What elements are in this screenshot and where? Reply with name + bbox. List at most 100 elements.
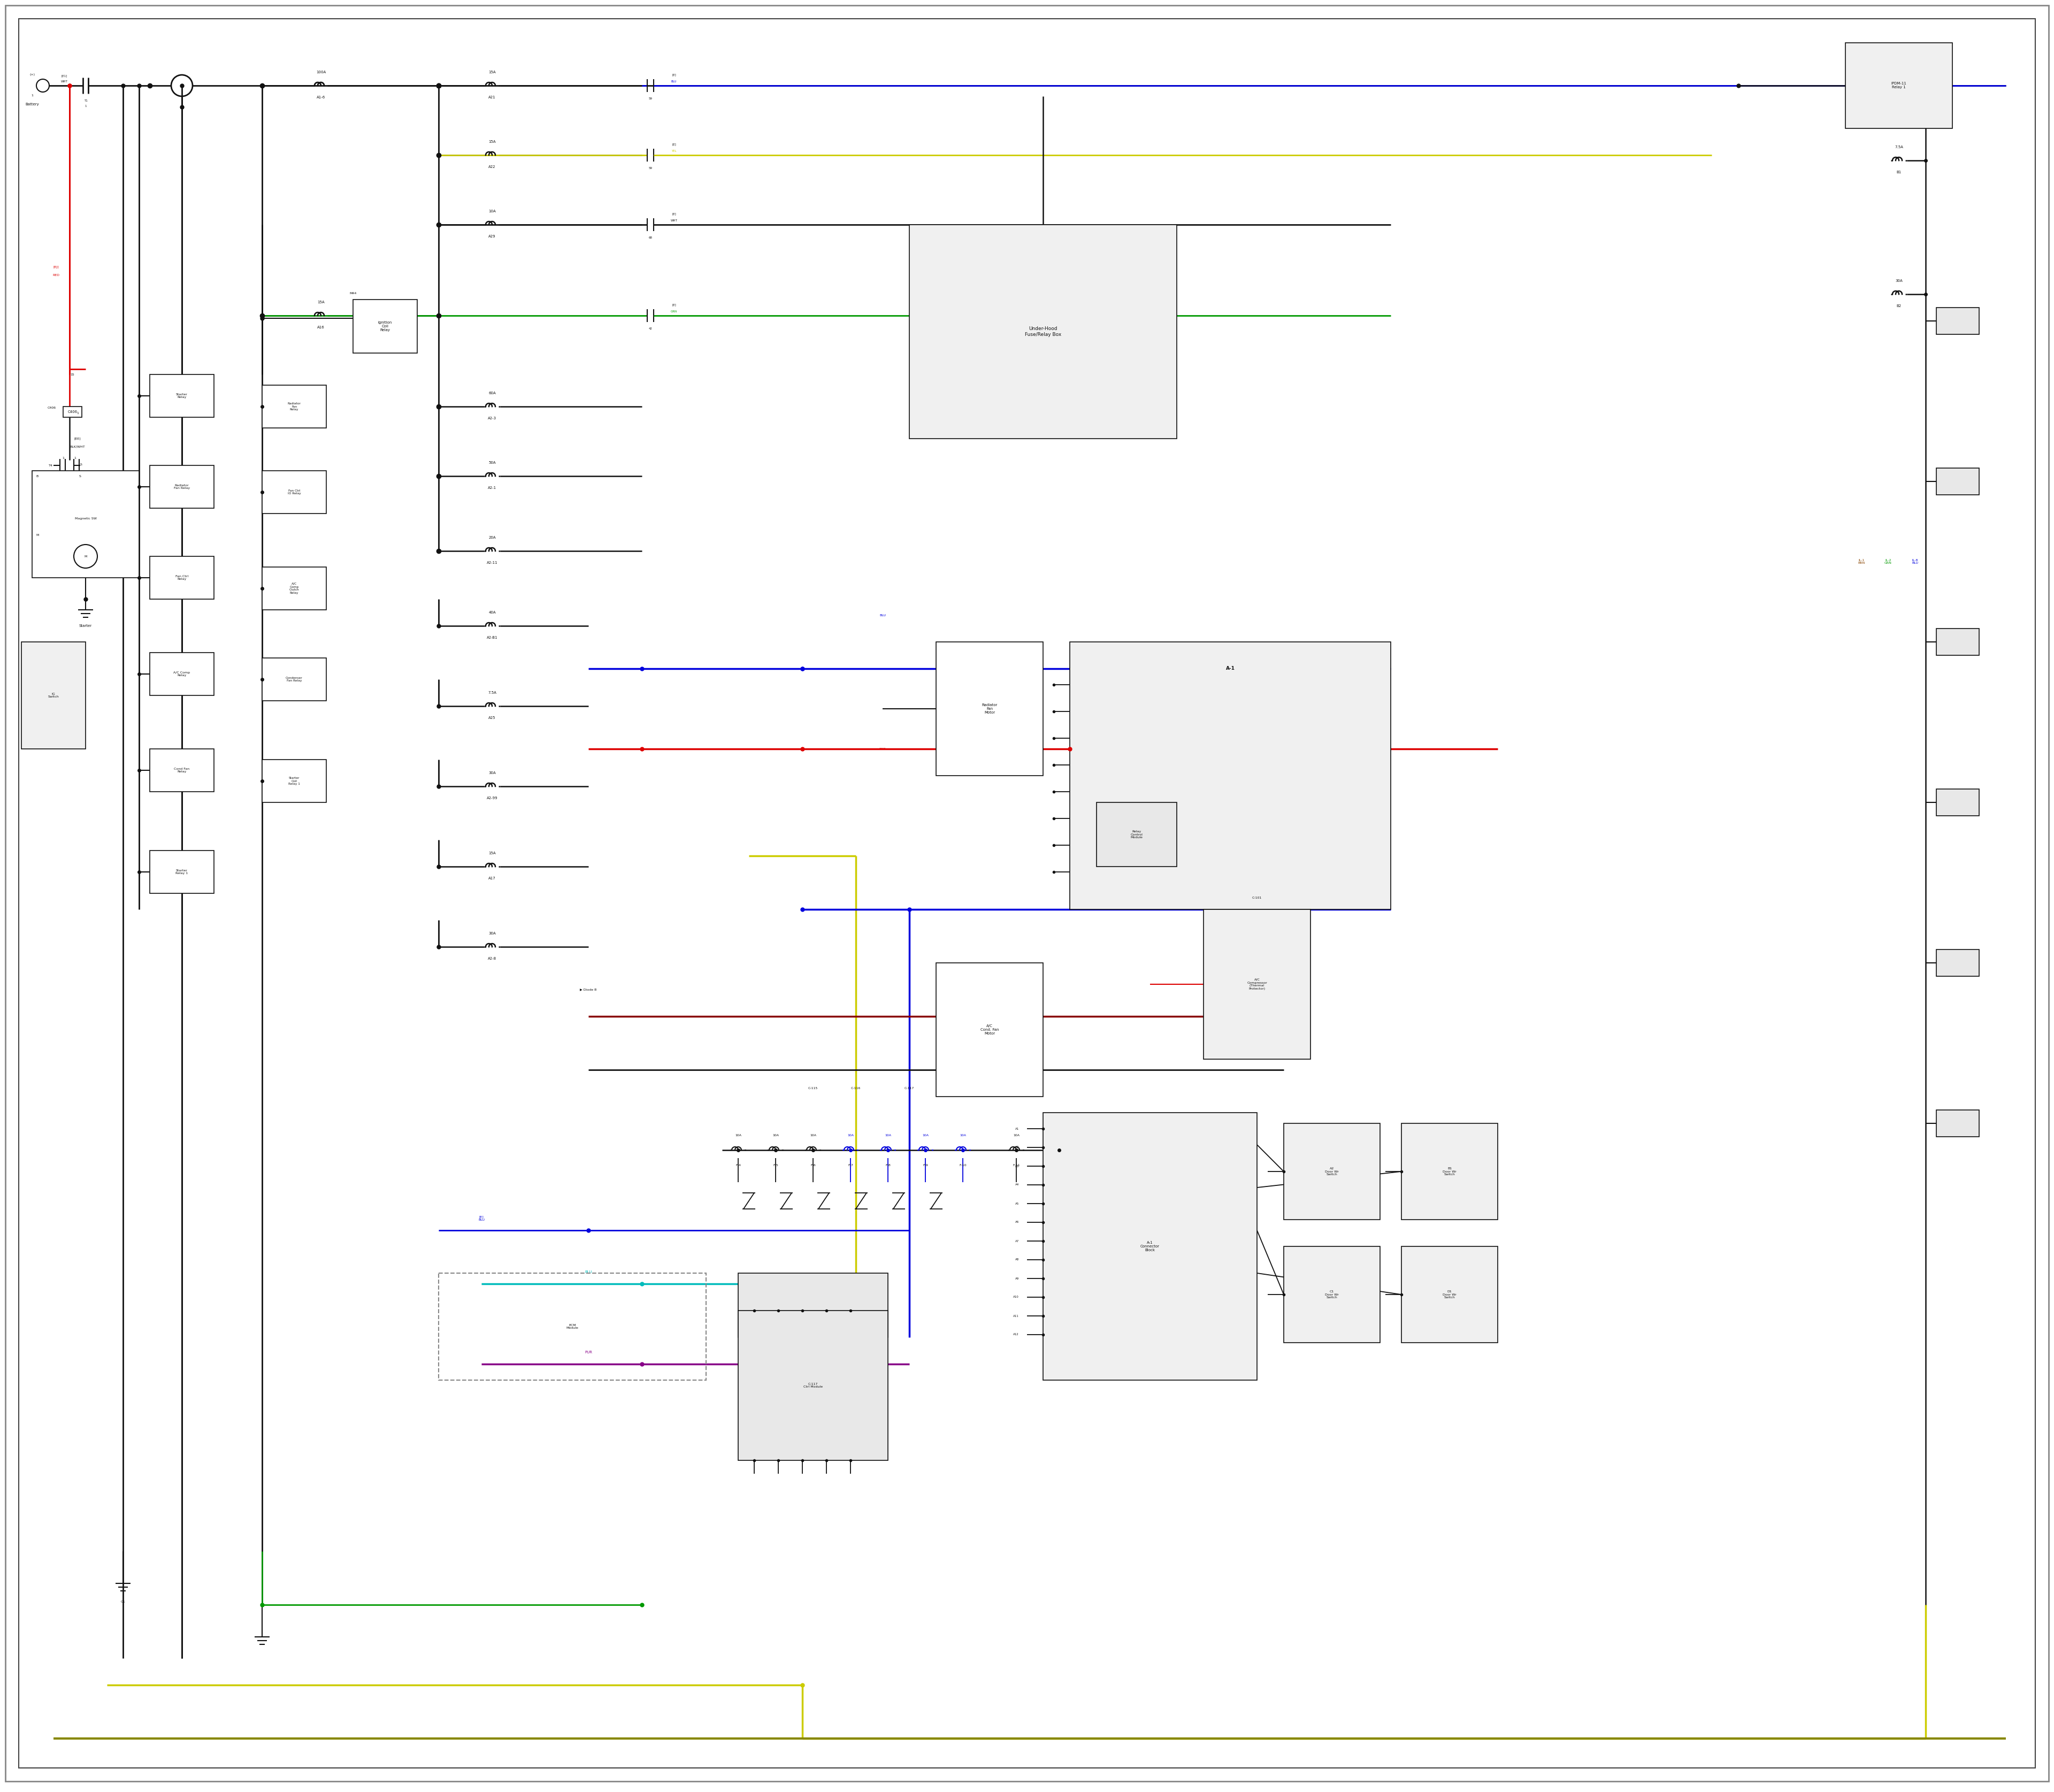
Text: Condenser
Fan Relay: Condenser Fan Relay [286,676,302,683]
Text: 10A: 10A [809,1134,815,1136]
Text: B1: B1 [1896,170,1902,174]
Text: F-5: F-5 [772,1163,778,1167]
Text: [EJ]: [EJ] [53,267,60,269]
Bar [1937,468,1980,495]
Bar [150,851,214,894]
Text: F-9: F-9 [922,1163,928,1167]
Text: 15A: 15A [316,301,325,305]
Text: RED: RED [53,274,60,276]
Bar [1284,1247,1380,1342]
Text: 42: 42 [649,328,653,330]
Text: B: B [37,475,39,477]
Text: F-12: F-12 [1056,1163,1062,1167]
Text: YEL: YEL [672,149,676,152]
Text: A/C
Compressor
(Thermal
Protector): A/C Compressor (Thermal Protector) [1247,978,1267,991]
Text: F-4: F-4 [735,1163,741,1167]
Text: Magnetic SW: Magnetic SW [74,518,97,520]
Text: T1: T1 [84,99,88,102]
Text: A12: A12 [1013,1333,1019,1337]
Bar [21,642,86,749]
Text: Radiator
Fan Relay: Radiator Fan Relay [175,484,189,489]
Text: A3: A3 [1015,1165,1019,1167]
Text: A8: A8 [1015,1258,1019,1262]
Text: A6: A6 [1015,1220,1019,1224]
Text: B2: B2 [1896,305,1902,308]
Text: Ignition
Coil
Relay: Ignition Coil Relay [378,321,392,332]
Text: BLU: BLU [672,81,676,82]
Text: A10: A10 [1013,1296,1019,1299]
Text: D1
Door Wr
Switch: D1 Door Wr Switch [1442,1290,1456,1299]
Bar [737,1272,887,1337]
Text: BLU: BLU [585,1271,592,1274]
Text: [E]: [E] [672,303,676,306]
Text: 1: 1 [31,93,33,97]
Text: IPDM-11
Relay 1: IPDM-11 Relay 1 [1892,82,1906,90]
Text: [EE]: [EE] [74,437,80,441]
Text: F-10: F-10 [959,1163,967,1167]
Text: A22: A22 [489,165,495,168]
Text: [E]
BLU: [E] BLU [479,1215,485,1222]
Text: GRN: GRN [672,310,678,312]
Text: S: S [80,475,82,477]
Bar [353,299,417,353]
Text: G1: G1 [121,1600,125,1604]
Bar [910,224,1177,439]
Text: C-101: C-101 [1253,896,1261,900]
Text: Under-Hood
Fuse/Relay Box: Under-Hood Fuse/Relay Box [1025,326,1062,337]
Text: Fan Ctrl
Relay: Fan Ctrl Relay [175,575,189,581]
Text: [E]: [E] [672,213,676,215]
Text: BLU: BLU [879,615,885,616]
Text: A-1: A-1 [1226,667,1234,670]
Text: A5: A5 [1015,1202,1019,1204]
Text: 10A: 10A [1013,1134,1019,1136]
Text: 15A: 15A [489,140,495,143]
Text: C-117
Ctrl Module: C-117 Ctrl Module [803,1383,824,1389]
Text: C406: C406 [68,410,78,414]
Text: F-11: F-11 [1013,1163,1021,1167]
Text: 60A: 60A [489,392,495,394]
Text: A/C
Comp
Clutch
Relay: A/C Comp Clutch Relay [290,582,300,595]
Text: 30A: 30A [1896,280,1902,283]
Text: 7.5A: 7.5A [1894,145,1904,149]
Bar [263,566,327,609]
Bar [1937,950,1980,977]
Text: Radiator
Fan
Relay: Radiator Fan Relay [288,401,300,410]
Text: C1
Door Wr
Switch: C1 Door Wr Switch [1325,1290,1339,1299]
Text: A21: A21 [489,95,495,99]
Bar [263,760,327,803]
Text: WHT: WHT [62,81,68,82]
Bar [263,385,327,428]
Bar [263,658,327,701]
Bar [737,1310,887,1460]
Text: Starter
Relay: Starter Relay [177,392,187,400]
Bar [150,375,214,418]
Text: ▶ Diode B: ▶ Diode B [579,987,598,991]
Text: 10A: 10A [846,1134,854,1136]
Bar [150,466,214,509]
Bar [150,556,214,599]
Text: 30A: 30A [489,771,495,774]
Text: IL-1
BRN: IL-1 BRN [1859,559,1865,564]
Text: A/C
Cond. Fan
Motor: A/C Cond. Fan Motor [980,1025,998,1036]
Text: [E]: [E] [672,73,676,77]
Text: F-8: F-8 [885,1163,891,1167]
Text: A11: A11 [1013,1315,1019,1317]
Bar [1043,1113,1257,1380]
Text: A17: A17 [489,876,495,880]
Text: Battery: Battery [25,102,39,106]
Text: [E]: [E] [672,143,676,145]
Text: Cond Fan
Relay: Cond Fan Relay [175,767,189,772]
Bar [1097,803,1177,867]
Text: A2
Door Wr
Switch: A2 Door Wr Switch [1325,1167,1339,1176]
Text: 1: 1 [74,457,76,459]
Text: B1
Door Wr
Switch: B1 Door Wr Switch [1442,1167,1456,1176]
Text: ECM
Module: ECM Module [567,1324,579,1330]
Text: 10A: 10A [735,1134,741,1136]
Text: WHT: WHT [670,219,678,222]
Text: 100A: 100A [316,70,327,73]
Text: 15A: 15A [489,70,495,73]
Text: A9: A9 [1015,1278,1019,1279]
Bar [937,962,1043,1097]
Text: A2: A2 [1015,1147,1019,1149]
Text: A2-11: A2-11 [487,561,497,564]
